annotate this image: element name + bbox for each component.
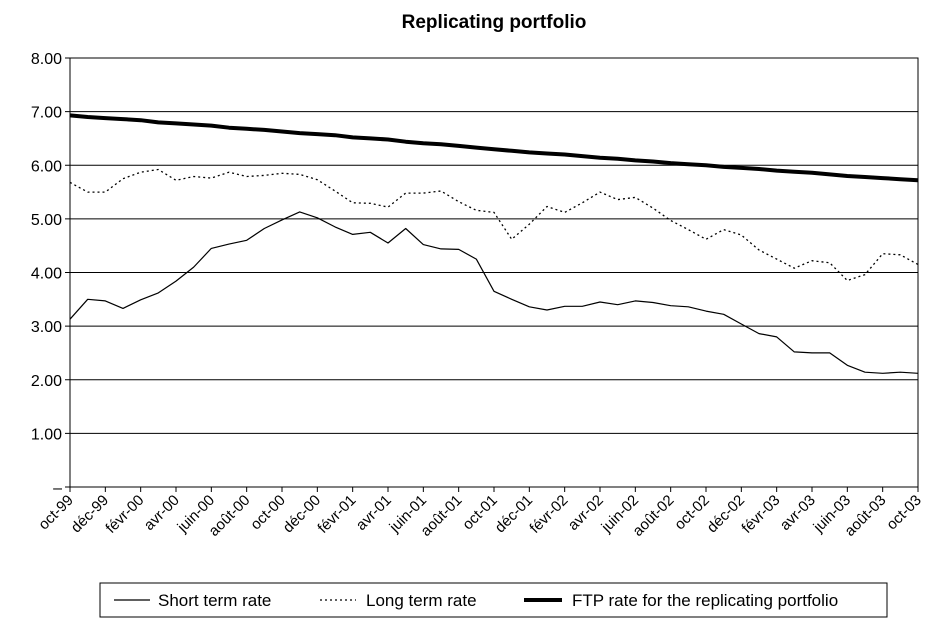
y-tick-label: 4.00: [31, 266, 62, 283]
legend-label-short-term: Short term rate: [158, 591, 271, 610]
x-tick-label: févr-03: [738, 492, 783, 537]
x-tick-label: avr-01: [353, 492, 395, 534]
x-tick-label: avr-02: [565, 492, 607, 534]
y-tick-label: 6.00: [31, 158, 62, 175]
chart-title: Replicating portfolio: [402, 12, 587, 33]
series-long-term-rate: [69, 168, 919, 282]
y-tick-label: 3.00: [31, 319, 62, 336]
legend-box: [99, 582, 888, 618]
series-lines: [69, 113, 919, 374]
y-tick-label: 8.00: [31, 51, 62, 68]
legend-label-long-term: Long term rate: [366, 591, 477, 610]
x-tick-label: févr-02: [526, 492, 571, 537]
y-axis-ticks: – 1.00 2.00 3.00 4.00 5.00 6.00 7.00 8.00: [31, 51, 70, 497]
x-tick-label: déc-02: [704, 492, 748, 536]
x-tick-label: oct-03: [883, 492, 925, 534]
x-tick-label: avr-03: [777, 492, 819, 534]
x-tick-label: févr-01: [314, 492, 359, 537]
y-tick-label: 2.00: [31, 373, 62, 390]
series-short-term-rate: [69, 211, 919, 374]
legend: Short term rate Long term rate FTP rate …: [99, 582, 888, 618]
y-tick-label: 5.00: [31, 212, 62, 229]
x-axis-ticks: oct-99déc-99févr-00avr-00juin-00août-00o…: [35, 487, 925, 540]
gridlines: [70, 111, 918, 434]
y-tick-label: 1.00: [31, 426, 62, 443]
x-tick-label: déc-01: [492, 492, 536, 536]
x-tick-label: déc-00: [280, 492, 324, 536]
y-tick-label: –: [53, 480, 62, 497]
plot-frame: [69, 57, 919, 488]
y-tick-label: 7.00: [31, 105, 62, 122]
x-tick-label: déc-99: [68, 492, 112, 536]
x-tick-label: févr-00: [102, 492, 147, 537]
legend-label-ftp-rate: FTP rate for the replicating portfolio: [572, 591, 838, 610]
x-tick-label: avr-00: [141, 492, 183, 534]
series-ftp-rate: [69, 113, 919, 183]
